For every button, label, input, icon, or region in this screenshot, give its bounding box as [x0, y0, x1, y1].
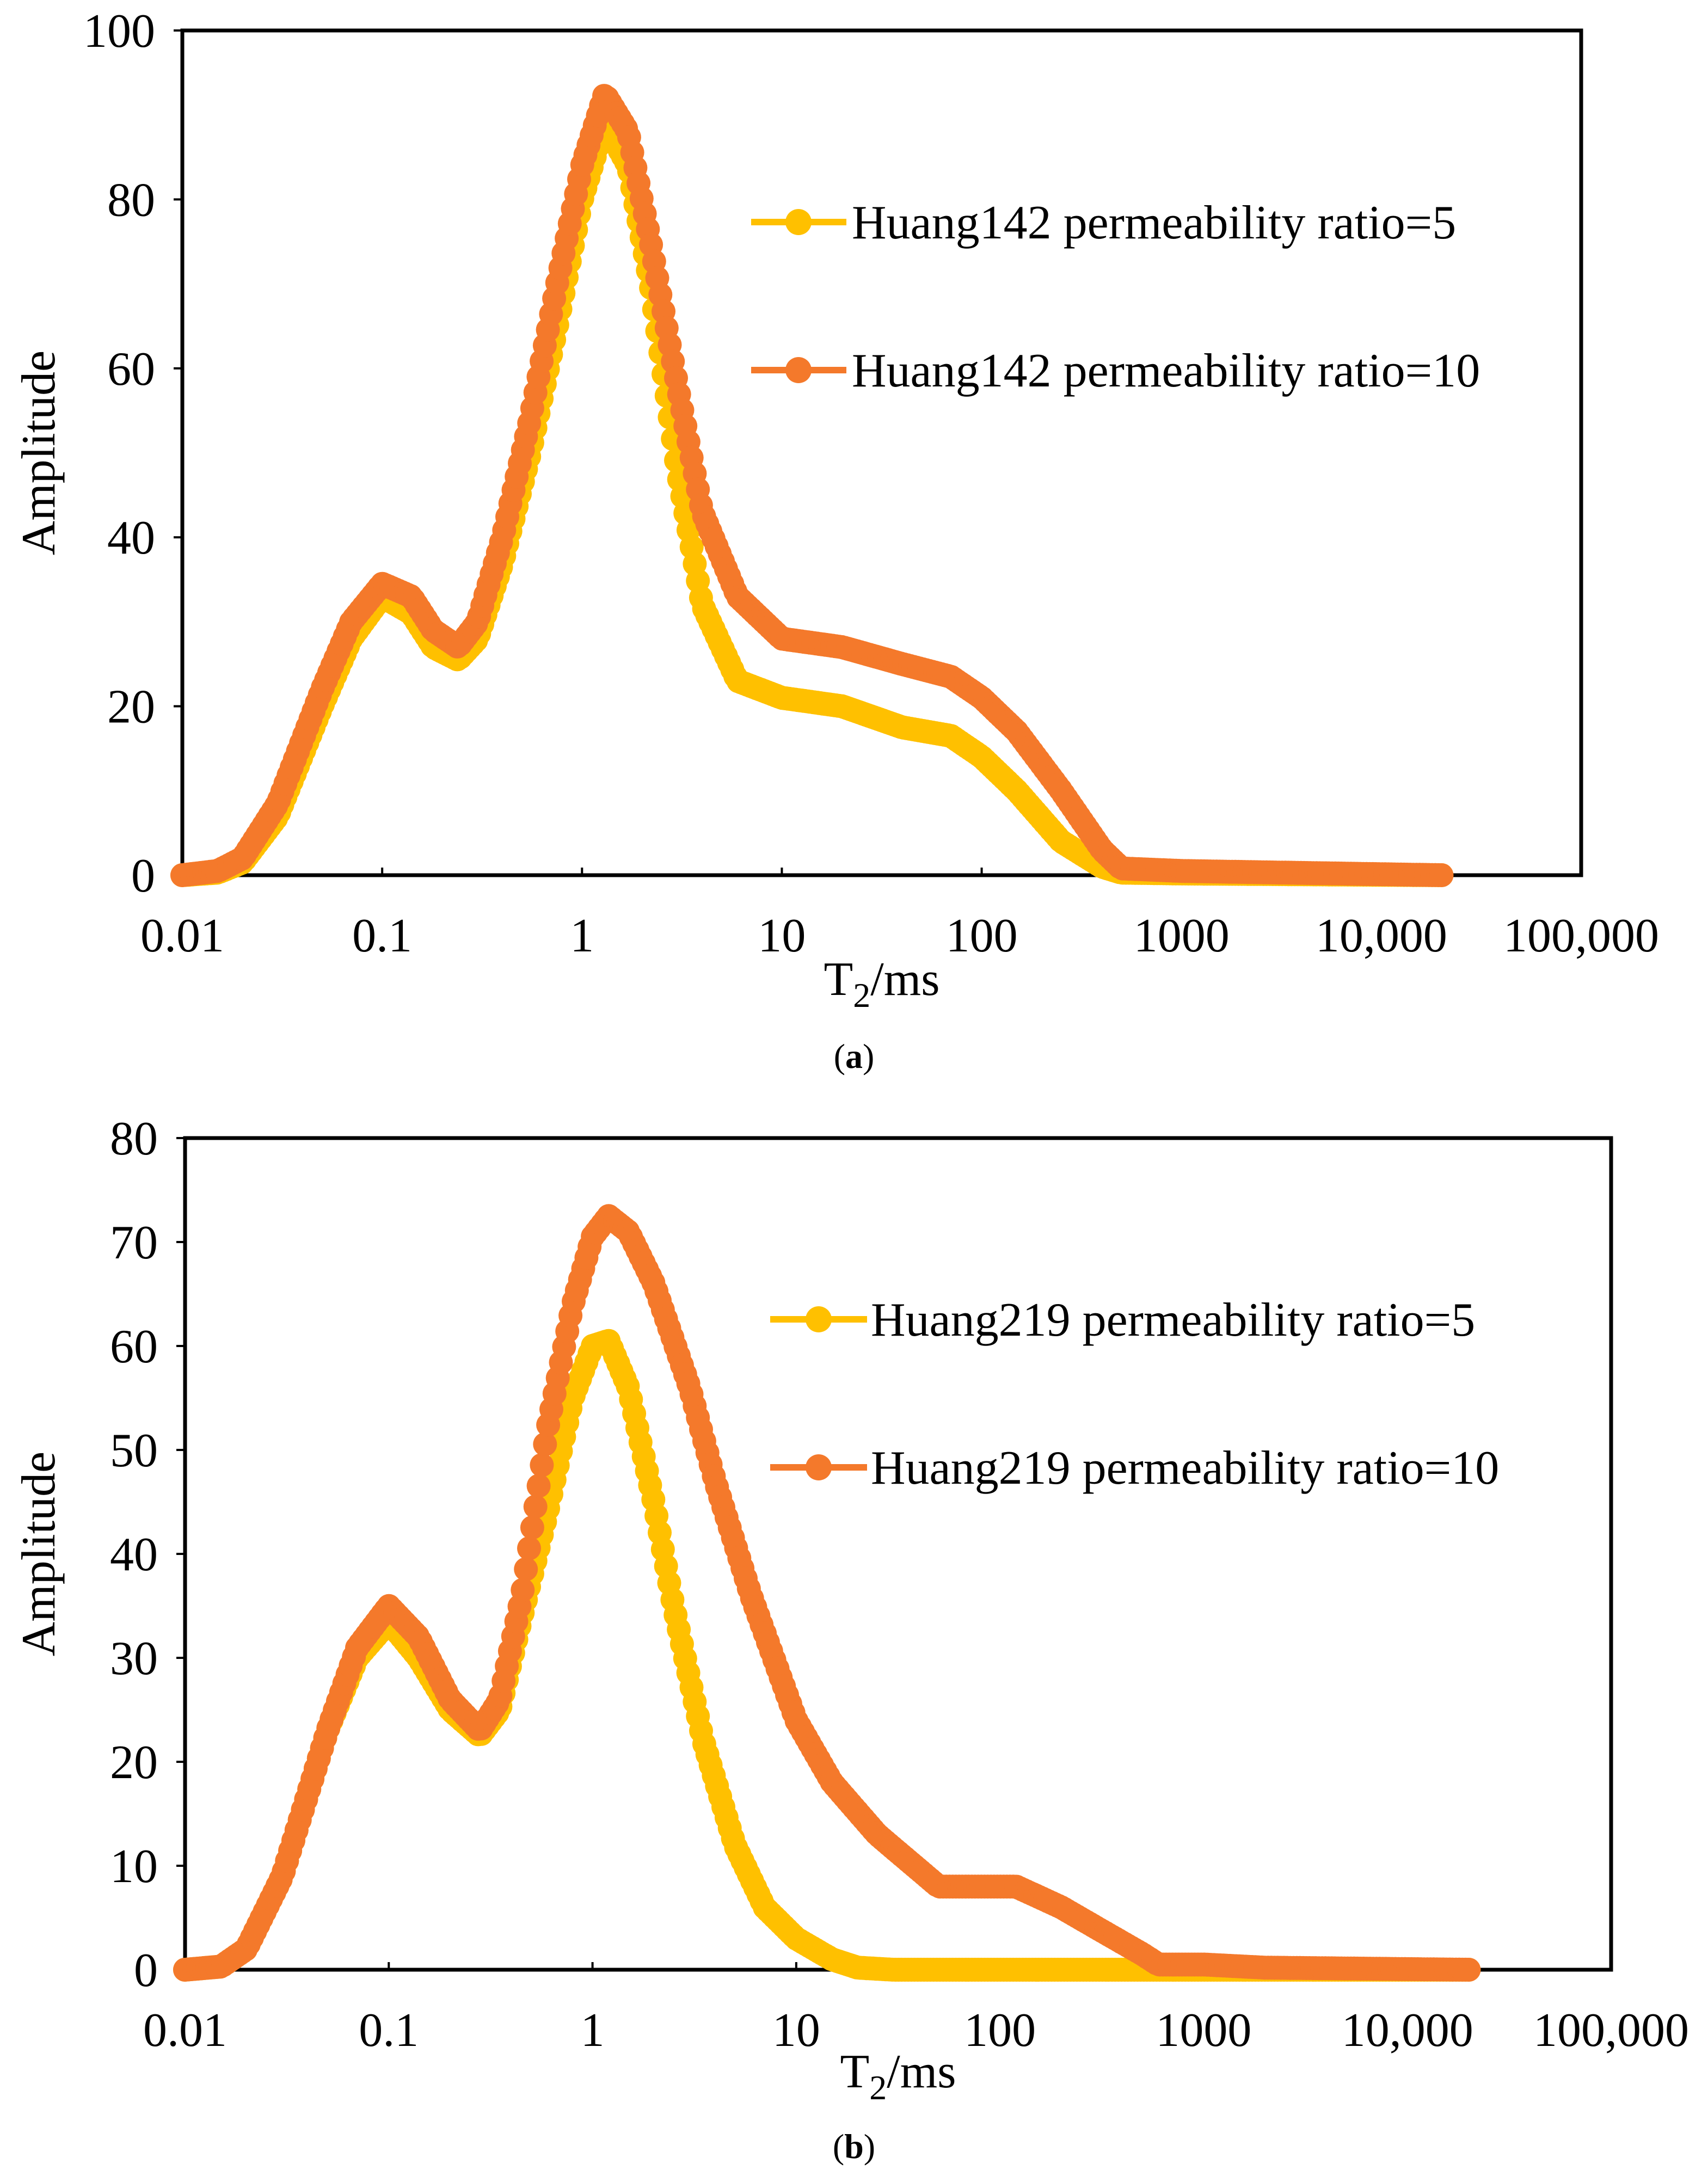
- data-point: [1429, 863, 1454, 887]
- plot-area-frame: [180, 28, 1583, 877]
- x-tick-label: 10: [758, 909, 806, 962]
- legend-label-ratio10: Huang142 permeability ratio=10: [852, 345, 1480, 397]
- data-point: [520, 1515, 544, 1540]
- series-ratio5: [173, 1329, 1481, 1982]
- legend-marker-ratio10: [806, 1454, 832, 1480]
- legend-marker-ratio10: [785, 357, 812, 383]
- x-tick-label: 10,000: [1342, 2004, 1473, 2057]
- x-tick-label: 0.01: [140, 909, 224, 962]
- y-tick-label: 80: [110, 1112, 158, 1165]
- chart-b-svg: 0.01 0.1 1 10 100 1000 10,000 100,000 0 10 20 30 40 5…: [13, 1112, 1689, 2166]
- legend-marker-ratio5: [785, 209, 812, 235]
- data-point: [533, 1432, 557, 1456]
- y-tick-label: 60: [107, 343, 155, 396]
- y-tick-label: 80: [107, 174, 155, 226]
- y-axis-label: Amplitude: [13, 1452, 65, 1656]
- y-tick-label: 20: [110, 1736, 158, 1789]
- data-point: [523, 1495, 548, 1519]
- chart-panel-a: 0.01 0.1 1 10 100 1000 10,000 100,000 0 20 40 60 80 1…: [13, 5, 1659, 1075]
- y-tick-label: 30: [110, 1632, 158, 1685]
- series-ratio10: [173, 1204, 1481, 1982]
- data-point: [530, 1453, 554, 1477]
- x-tick-label: 1: [581, 2004, 605, 2057]
- y-tick-label: 0: [131, 850, 155, 902]
- x-axis-label: T2/ms: [824, 953, 940, 1015]
- x-tick-label: 0.1: [359, 2004, 419, 2057]
- data-point: [511, 1578, 535, 1602]
- y-tick-label: 100: [83, 5, 155, 58]
- x-tick-label: 10,000: [1316, 909, 1447, 962]
- y-tick-label: 40: [110, 1528, 158, 1581]
- legend-label-ratio10: Huang219 permeability ratio=10: [871, 1442, 1499, 1495]
- x-tick-label: 0.01: [143, 2004, 227, 2057]
- x-tick-label: 1: [570, 909, 594, 962]
- x-tick-label: 100: [964, 2004, 1036, 2057]
- legend: Huang142 permeability ratio=5 Huang142 p…: [751, 196, 1480, 397]
- legend: Huang219 permeability ratio=5 Huang219 p…: [770, 1294, 1499, 1495]
- y-axis-label: Amplitude: [13, 351, 65, 555]
- chart-a-svg: 0.01 0.1 1 10 100 1000 10,000 100,000 0 20 40 60 80 1…: [13, 5, 1659, 1075]
- x-tick-label: 100,000: [1503, 909, 1659, 962]
- y-tick-label: 60: [110, 1320, 158, 1373]
- x-tick-label: 1000: [1134, 909, 1230, 962]
- x-tick-label: 10: [772, 2004, 820, 2057]
- y-tick-label: 50: [110, 1424, 158, 1477]
- x-tick-label: 1000: [1156, 2004, 1251, 2057]
- y-tick-label: 0: [134, 1944, 158, 1997]
- x-tick-label: 100,000: [1533, 2004, 1689, 2057]
- legend-label-ratio5: Huang142 permeability ratio=5: [852, 196, 1456, 249]
- data-point: [1457, 1958, 1481, 1982]
- panel-label-b: (b): [833, 2127, 875, 2166]
- x-tick-label: 100: [946, 909, 1018, 962]
- panel-label-a: (a): [834, 1037, 875, 1075]
- data-point: [526, 1474, 551, 1498]
- chart-panel-b: 0.01 0.1 1 10 100 1000 10,000 100,000 0 10 20 30 40 5…: [0, 1088, 1708, 2176]
- data-point: [517, 1536, 541, 1560]
- y-tick-label: 40: [107, 512, 155, 564]
- legend-label-ratio5: Huang219 permeability ratio=5: [871, 1294, 1475, 1347]
- legend-marker-ratio5: [806, 1306, 832, 1332]
- y-tick-label: 10: [110, 1840, 158, 1893]
- series-ratio10: [170, 84, 1454, 887]
- x-tick-label: 0.1: [352, 909, 412, 962]
- y-tick-label: 70: [110, 1216, 158, 1269]
- x-axis-label: T2/ms: [840, 2045, 956, 2107]
- series-line: [185, 1337, 1469, 1973]
- y-tick-label: 20: [107, 681, 155, 734]
- data-point: [514, 1557, 538, 1582]
